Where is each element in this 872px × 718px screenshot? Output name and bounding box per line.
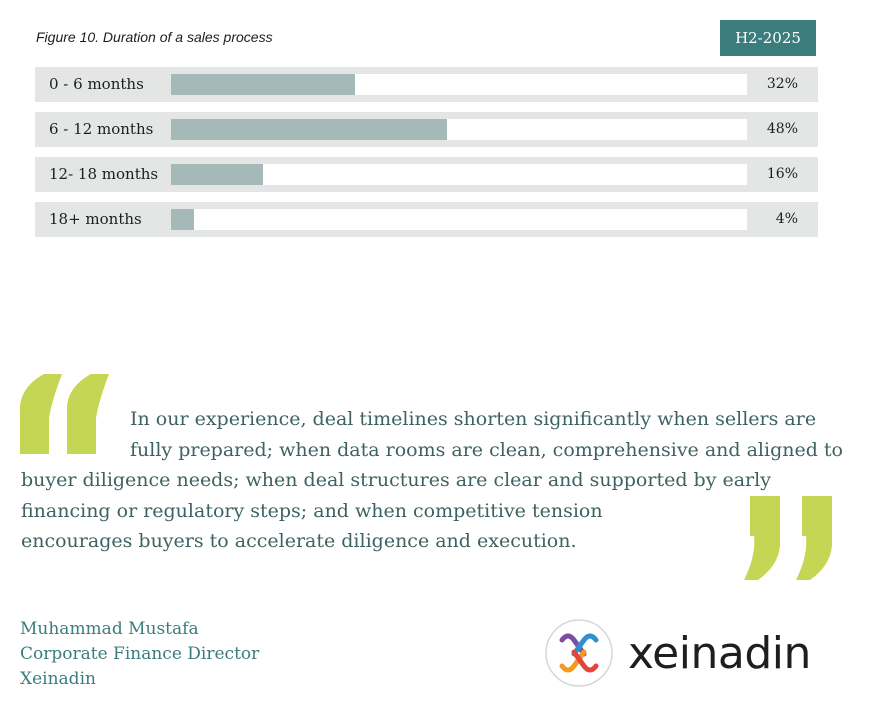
bar-track	[171, 74, 747, 95]
logo-text: xeinadin	[628, 627, 811, 679]
author-name: Muhammad Mustafa	[20, 619, 199, 639]
bar-chart: 0 - 6 months 32% 6 - 12 months 48% 12- 18 mo…	[35, 67, 818, 247]
bar-row: 18+ months 4%	[35, 202, 818, 237]
figure-title: Figure 10. Duration of a sales process	[36, 29, 273, 45]
bar-fill	[171, 209, 195, 230]
quote-line: In our experience, deal timelines shorte…	[130, 408, 817, 430]
bar-track	[171, 164, 747, 185]
quote-line: encourages buyers to accelerate diligenc…	[21, 530, 577, 552]
bar-category-label: 6 - 12 months	[49, 120, 154, 138]
bar-fill	[171, 119, 448, 140]
bar-row: 12- 18 months 16%	[35, 157, 818, 192]
period-badge: H2-2025	[720, 20, 816, 56]
bar-category-label: 0 - 6 months	[49, 75, 144, 93]
bar-fill	[171, 164, 264, 185]
author-role: Corporate Finance Director	[20, 644, 260, 664]
company-logo: xeinadin	[544, 618, 811, 688]
author-company: Xeinadin	[20, 669, 96, 689]
bar-row: 6 - 12 months 48%	[35, 112, 818, 147]
close-quote-icon	[744, 496, 842, 584]
bar-track	[171, 209, 747, 230]
bar-value-label: 16%	[766, 166, 798, 182]
quote-line: fully prepared; when data rooms are clea…	[130, 438, 844, 461]
bar-row: 0 - 6 months 32%	[35, 67, 818, 102]
bar-track	[171, 119, 747, 140]
quote-text: In our experience, deal timelines shorte…	[21, 404, 871, 557]
quote-line: financing or regulatory steps; and when …	[21, 499, 603, 522]
bar-fill	[171, 74, 356, 95]
xeinadin-logo-icon	[545, 619, 613, 687]
bar-category-label: 18+ months	[49, 210, 142, 228]
open-quote-icon	[20, 374, 114, 458]
bar-value-label: 32%	[766, 76, 798, 92]
author-block: Muhammad Mustafa Corporate Finance Direc…	[20, 617, 259, 692]
bar-value-label: 4%	[775, 211, 798, 227]
bar-category-label: 12- 18 months	[49, 165, 159, 183]
bar-value-label: 48%	[766, 121, 798, 137]
quote-line: buyer diligence needs; when deal structu…	[21, 469, 771, 491]
